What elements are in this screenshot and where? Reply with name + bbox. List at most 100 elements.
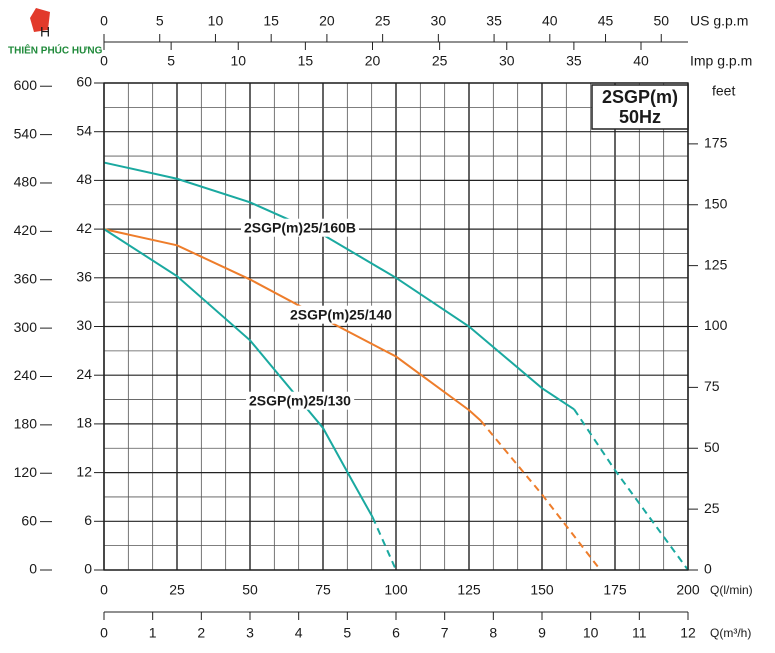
kpa-tick-label: 540	[14, 125, 38, 141]
feet-tick-label: 75	[704, 378, 720, 394]
x-tick-label: 75	[315, 582, 331, 598]
kpa-tick-label: 60	[21, 512, 37, 528]
y-tick-label: 12	[76, 463, 92, 479]
imp-tick-label: 0	[100, 53, 108, 69]
series-label: 2SGP(m)25/130	[249, 393, 351, 409]
us-tick-label: 50	[653, 13, 669, 29]
y-tick-label: 48	[76, 171, 92, 187]
us-axis-label: US g.p.m	[690, 13, 748, 29]
imp-tick-label: 15	[298, 53, 314, 69]
y-axis-label: H	[40, 24, 50, 40]
kpa-tick-label: 360	[14, 270, 38, 286]
feet-tick-label: 125	[704, 256, 728, 272]
curves	[103, 161, 689, 571]
kpa-tick-label: 300	[14, 319, 38, 335]
kpa-tick-label: 420	[14, 222, 38, 238]
m3h-tick-label: 10	[583, 625, 599, 641]
title-box	[591, 84, 689, 130]
m3h-tick-label: 11	[632, 625, 647, 641]
m3h-tick-label: 12	[680, 625, 696, 641]
feet-axis-label: feet	[712, 83, 735, 99]
m3h-tick-label: 9	[538, 625, 546, 641]
us-tick-label: 0	[100, 13, 108, 29]
m3h-tick-label: 3	[246, 625, 254, 641]
y-tick-label: 60	[76, 74, 92, 90]
y-tick-label: 30	[76, 317, 92, 333]
imp-tick-label: 10	[230, 53, 246, 69]
x-tick-label: 50	[242, 582, 258, 598]
grid	[103, 82, 689, 571]
curve-extrapolated	[573, 408, 689, 571]
kpa-tick-label: 120	[14, 464, 38, 480]
m3h-tick-label: 2	[197, 625, 205, 641]
kpa-tick-label: 180	[14, 416, 38, 432]
kpa-tick-label: 240	[14, 367, 38, 383]
x-tick-label: 0	[100, 582, 108, 598]
us-tick-label: 20	[319, 13, 335, 29]
logo: THIÊN PHÚC HƯNG	[8, 8, 103, 57]
kpa-tick-label: 600	[14, 77, 38, 93]
kpa-tick-label: 0	[29, 561, 37, 577]
us-tick-label: 25	[375, 13, 391, 29]
curve	[103, 161, 575, 411]
feet-tick-label: 100	[704, 317, 728, 333]
us-tick-label: 45	[598, 13, 614, 29]
logo-icon	[30, 8, 50, 32]
m3h-tick-label: 8	[489, 625, 497, 641]
logo-text: THIÊN PHÚC HƯNG	[8, 44, 103, 57]
series-label-bg	[240, 218, 360, 237]
y-tick-label: 18	[76, 415, 92, 431]
annotations: 2SGP(m)25/160B 2SGP(m)25/140 2SGP(m)25/130	[240, 218, 396, 410]
m3h-tick-label: 1	[149, 625, 157, 641]
y-tick-label: 6	[84, 512, 92, 528]
us-tick-label: 30	[431, 13, 447, 29]
imp-tick-label: 20	[365, 53, 381, 69]
y-tick-label: 54	[76, 122, 92, 138]
us-tick-label: 35	[486, 13, 502, 29]
feet-tick-label: 0	[704, 561, 712, 577]
imp-tick-label: 25	[432, 53, 448, 69]
series-label: 2SGP(m)25/160B	[244, 220, 356, 236]
m3h-tick-label: 6	[392, 625, 400, 641]
us-tick-label: 15	[263, 13, 279, 29]
x-tick-label: 25	[169, 582, 185, 598]
imp-tick-label: 5	[167, 53, 175, 69]
x-tick-label: 125	[457, 582, 481, 598]
us-tick-label: 10	[208, 13, 224, 29]
curve-extrapolated	[479, 420, 602, 571]
feet-tick-label: 25	[704, 500, 720, 516]
x-tick-label: 150	[530, 582, 554, 598]
x-tick-label: 100	[384, 582, 408, 598]
feet-tick-label: 175	[704, 135, 728, 151]
series-label-bg	[246, 391, 355, 410]
us-tick-label: 5	[156, 13, 164, 29]
imp-tick-label: 40	[633, 53, 649, 69]
chart-subtitle: 50Hz	[619, 107, 661, 127]
x-tick-label: 200	[676, 582, 700, 598]
series-label-bg	[287, 305, 396, 324]
x-tick-label: 175	[603, 582, 627, 598]
feet-tick-label: 150	[704, 195, 728, 211]
y-tick-label: 0	[84, 561, 92, 577]
imp-tick-label: 35	[566, 53, 582, 69]
x-axis-label: Q(l/min)	[710, 583, 753, 597]
m3h-tick-label: 0	[100, 625, 108, 641]
imp-axis-label: Imp g.p.m	[690, 53, 752, 69]
curve-extrapolated	[371, 516, 397, 571]
m3h-tick-label: 5	[343, 625, 351, 641]
kpa-tick-label: 480	[14, 174, 38, 190]
m3h-axis-label: Q(m³/h)	[710, 626, 751, 640]
y-tick-label: 24	[76, 366, 92, 382]
m3h-tick-label: 4	[295, 625, 303, 641]
curve	[103, 228, 374, 518]
chart-title: 2SGP(m)	[602, 87, 678, 107]
y-tick-label: 42	[76, 220, 92, 236]
m3h-tick-label: 7	[441, 625, 449, 641]
y-tick-label: 36	[76, 269, 92, 285]
feet-tick-label: 50	[704, 439, 720, 455]
imp-tick-label: 30	[499, 53, 515, 69]
series-label: 2SGP(m)25/140	[290, 307, 392, 323]
us-tick-label: 40	[542, 13, 558, 29]
